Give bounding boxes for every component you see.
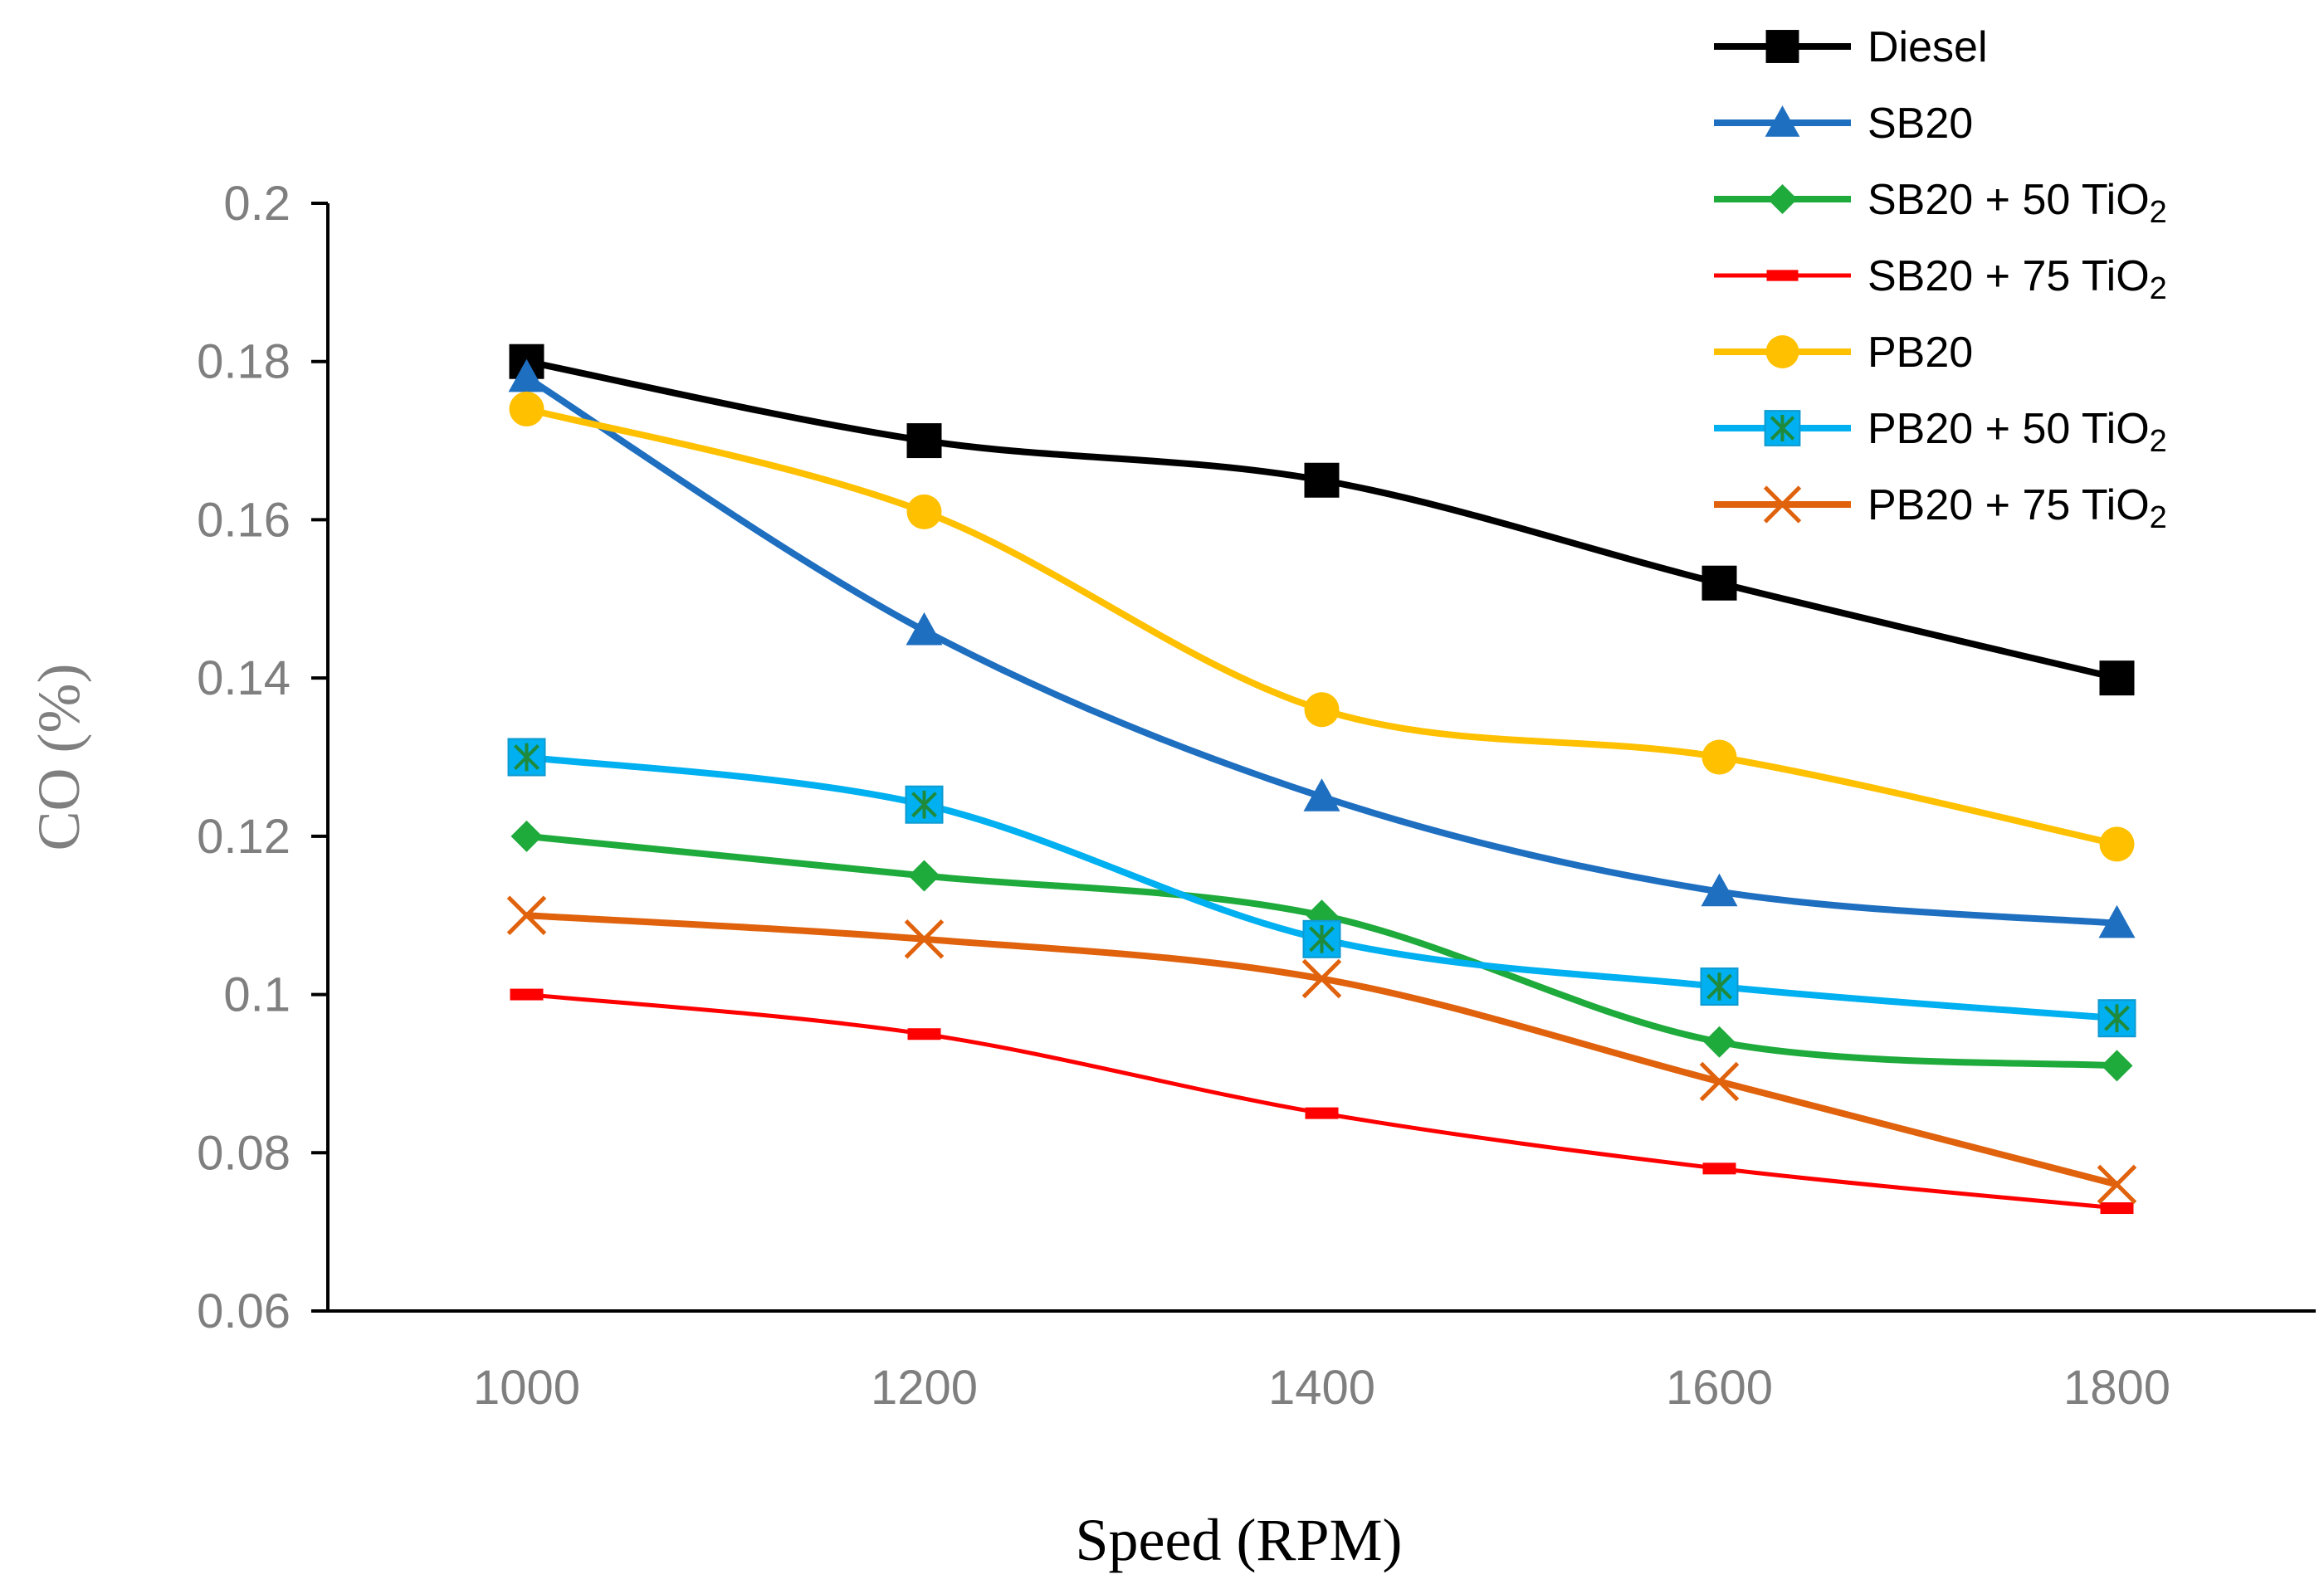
data-point-marker: [510, 988, 544, 1001]
y-tick-label: 0.2: [223, 177, 290, 231]
data-point-marker: [1305, 1107, 1339, 1119]
data-point-marker: [1303, 778, 1340, 811]
data-point-marker: [1702, 565, 1737, 601]
legend-marker: [1767, 183, 1798, 215]
y-tick-label: 0.08: [197, 1126, 290, 1180]
data-point-marker: [1701, 873, 1738, 907]
legend-label: PB20: [1868, 329, 1973, 377]
legend-label: PB20 + 75 TiO2: [1868, 481, 2167, 535]
x-tick-label: 1600: [1666, 1361, 1773, 1415]
data-point-marker: [1703, 1026, 1736, 1058]
data-point-marker: [1301, 958, 1342, 999]
legend-marker: [1765, 335, 1799, 368]
y-axis-title: CO (%): [26, 664, 92, 851]
legend-label: PB20 + 50 TiO2: [1868, 405, 2167, 459]
data-point-marker: [1302, 919, 1341, 958]
y-tick-label: 0.18: [197, 335, 290, 389]
y-tick-label: 0.12: [197, 810, 290, 864]
data-point-marker: [509, 391, 544, 426]
x-tick-label: 1800: [2063, 1361, 2170, 1415]
legend-label: SB20: [1868, 100, 1973, 148]
data-point-marker: [507, 738, 546, 777]
legend-marker: [1764, 410, 1801, 446]
data-point-marker: [2100, 1202, 2134, 1215]
y-tick-label: 0.06: [197, 1284, 290, 1338]
data-point-marker: [506, 895, 547, 935]
x-tick-label: 1200: [871, 1361, 978, 1415]
legend-marker: [1766, 270, 1799, 281]
data-point-marker: [2098, 904, 2136, 938]
legend-marker: [1765, 105, 1800, 137]
data-point-marker: [906, 612, 943, 646]
x-tick-label: 1000: [473, 1361, 580, 1415]
data-point-marker: [1702, 1162, 1736, 1175]
y-tick-label: 0.16: [197, 493, 290, 547]
data-point-marker: [1304, 692, 1340, 728]
x-axis-title: Speed (RPM): [1076, 1507, 1403, 1573]
legend-marker: [1765, 30, 1799, 63]
data-point-marker: [905, 785, 944, 824]
data-point-marker: [2097, 999, 2136, 1038]
y-tick-label: 0.1: [223, 968, 290, 1022]
data-point-marker: [2099, 660, 2135, 696]
data-point-marker: [2097, 1164, 2137, 1205]
legend-label: Diesel: [1868, 23, 1988, 71]
data-point-marker: [2101, 1050, 2133, 1082]
data-point-marker: [2099, 826, 2135, 862]
data-point-marker: [906, 494, 942, 529]
series-line: [525, 992, 2119, 1211]
legend: Diesel SB20 SB20 + 50 TiO2 SB20 + 75 TiO2 PB…: [1714, 23, 2167, 535]
series-line: [523, 373, 2121, 927]
legend-marker: [1763, 485, 1802, 524]
data-point-marker: [1699, 1061, 1740, 1102]
series-markers: [506, 344, 2137, 1215]
data-point-marker: [908, 860, 940, 892]
legend-label: SB20 + 50 TiO2: [1868, 176, 2167, 230]
data-point-marker: [906, 423, 942, 459]
x-tick-label: 1400: [1268, 1361, 1375, 1415]
data-point-marker: [1700, 967, 1739, 1006]
data-point-marker: [1304, 462, 1340, 498]
data-point-marker: [508, 358, 545, 392]
data-point-marker: [1702, 739, 1737, 775]
data-point-marker: [510, 820, 543, 852]
legend-label: SB20 + 75 TiO2: [1868, 252, 2167, 306]
data-point-marker: [907, 1028, 941, 1040]
y-tick-label: 0.14: [197, 651, 290, 705]
axes: 0.06 0.08 0.1 0.12 0.14 0.16 0.18 0.2 1000 1200 14…: [197, 177, 2316, 1415]
data-point-marker: [904, 919, 945, 959]
